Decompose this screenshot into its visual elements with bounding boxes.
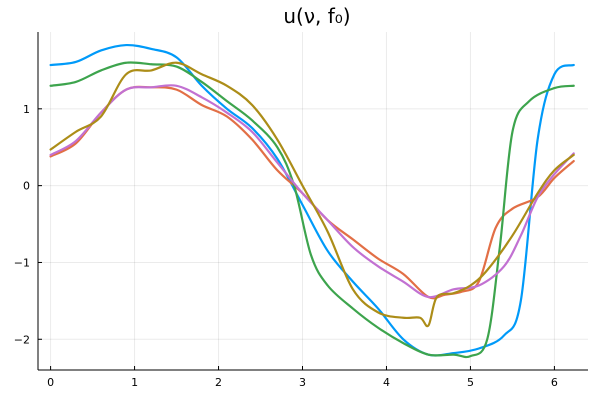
y-tick-label: 0 [23,180,30,193]
x-tick-label: 6 [551,376,558,389]
series-line-4 [49,84,575,299]
series-group [49,43,575,359]
y-tick-label: −1 [14,256,30,269]
y-tick-label: −2 [14,333,30,346]
x-tick-label: 0 [47,376,54,389]
series-line-3 [49,61,575,359]
x-tick-label: 3 [299,376,306,389]
x-tick-label: 2 [215,376,222,389]
tick-labels: 0 1 2 3 4 5 6 −2 −1 0 1 [14,103,558,389]
series-line-5 [49,61,575,328]
series-line-2 [49,85,575,300]
series-line-1 [49,43,575,357]
x-tick-label: 1 [131,376,138,389]
y-tick-label: 1 [23,103,30,116]
chart-title: u(ν, f₀) [283,4,350,28]
x-tick-label: 5 [467,376,474,389]
x-tick-label: 4 [383,376,390,389]
axes [37,32,588,371]
